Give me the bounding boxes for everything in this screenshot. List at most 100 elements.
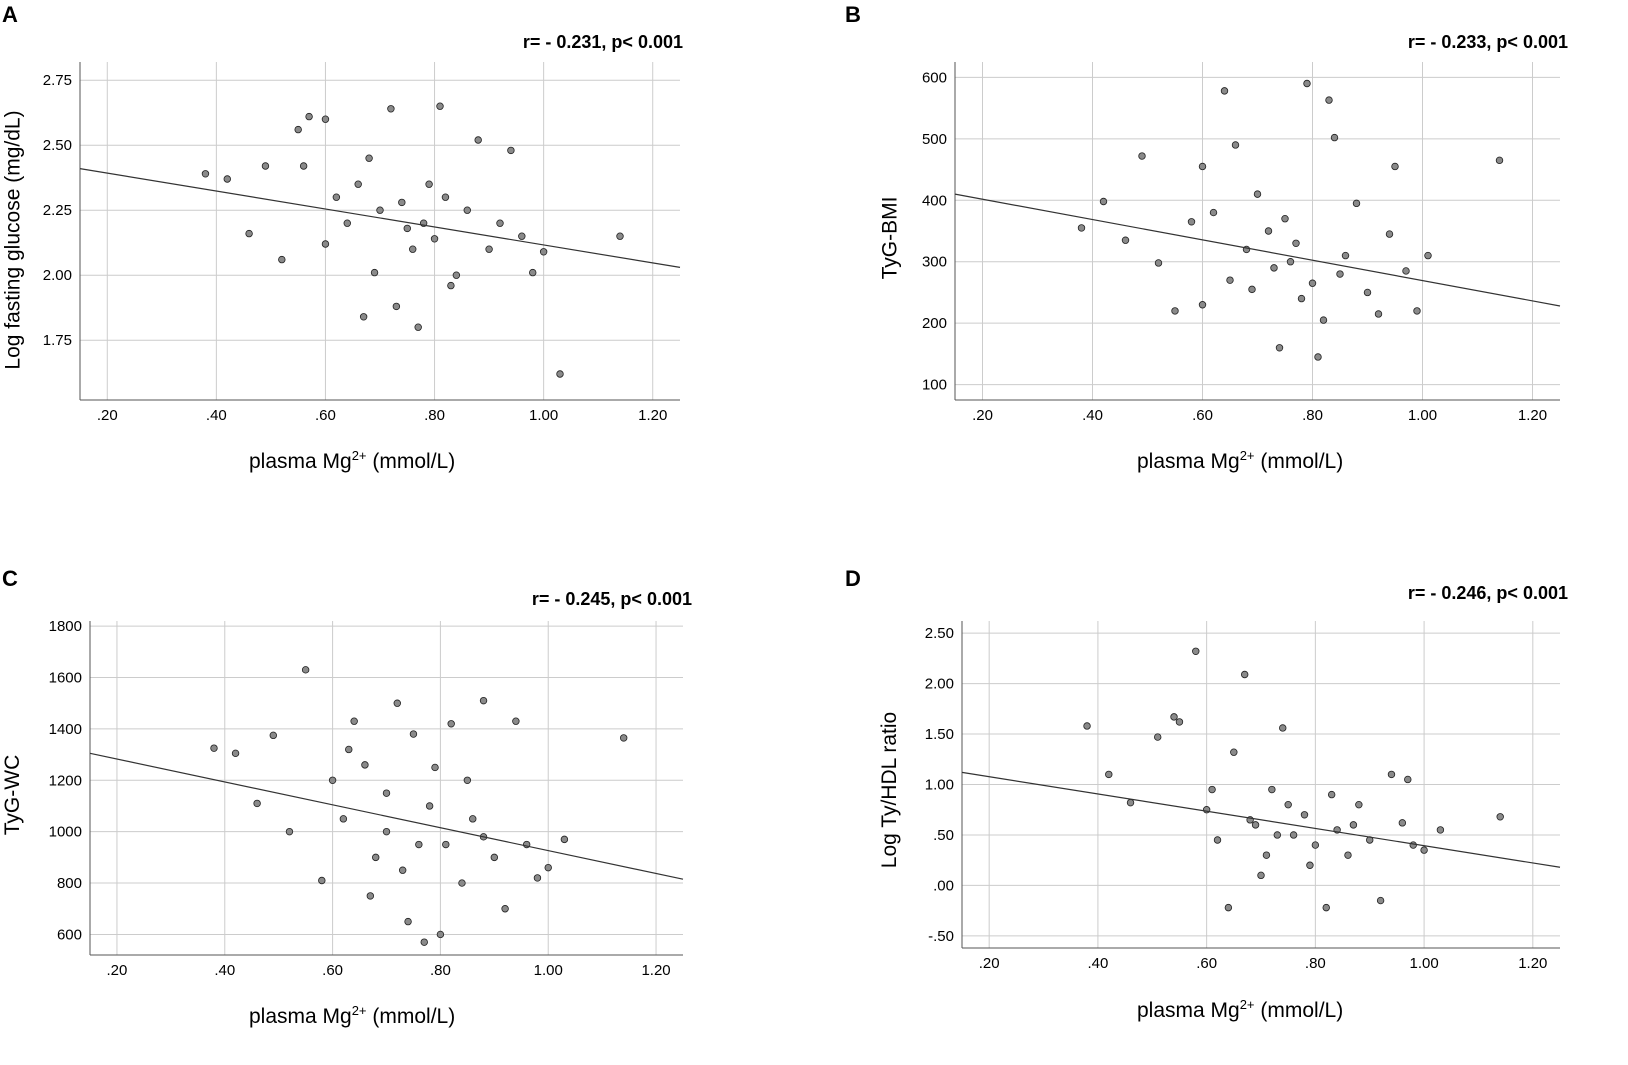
y-tick-label: 1.00	[925, 777, 954, 794]
data-point	[382, 827, 391, 836]
data-point	[485, 245, 493, 253]
data-point	[560, 835, 569, 844]
data-point	[458, 879, 466, 887]
panel-label: A	[2, 2, 18, 27]
x-axis-label-unit: (mmol/L)	[366, 450, 456, 473]
data-point	[299, 162, 308, 170]
data-point	[1099, 197, 1108, 206]
data-point	[1275, 344, 1284, 352]
x-axis-label-superscript: 2+	[1239, 997, 1255, 1012]
data-point	[261, 162, 270, 170]
x-axis-label-superscript: 2+	[1239, 448, 1255, 463]
data-point	[425, 802, 434, 810]
data-point	[294, 125, 302, 134]
data-point	[1352, 199, 1361, 208]
y-tick-label: 100	[922, 377, 947, 394]
data-point	[253, 799, 261, 808]
regression-line	[961, 771, 1561, 868]
y-tick-label: 200	[922, 315, 947, 332]
data-point	[365, 154, 373, 162]
x-tick-label: .80	[430, 962, 451, 979]
data-point	[544, 863, 552, 872]
y-tick-label: 1200	[49, 772, 82, 789]
data-point	[1398, 819, 1407, 827]
panel-label: D	[845, 566, 861, 591]
data-point	[1330, 133, 1339, 142]
x-tick-label: .80	[1305, 955, 1326, 972]
data-point	[518, 232, 526, 240]
y-tick-label: 1.75	[43, 332, 72, 349]
x-axis-label-unit: (mmol/L)	[366, 1005, 456, 1028]
panel-label: C	[2, 566, 18, 591]
data-point	[1154, 259, 1163, 267]
data-point	[278, 255, 286, 264]
plot-area	[955, 62, 1560, 400]
data-point	[1413, 307, 1421, 315]
data-point	[1126, 798, 1135, 807]
data-point	[318, 876, 326, 885]
data-point	[1264, 227, 1273, 235]
y-tick-label: -.50	[928, 928, 954, 945]
data-point	[1363, 288, 1372, 297]
data-point	[620, 734, 628, 742]
x-tick-label: .20	[972, 407, 993, 424]
data-point	[533, 874, 542, 882]
data-point	[210, 744, 218, 752]
data-point	[447, 720, 455, 728]
data-point	[556, 370, 564, 378]
data-point	[1314, 353, 1322, 361]
data-point	[420, 938, 428, 946]
x-tick-label: .60	[322, 962, 343, 979]
x-axis-label-superscript: 2+	[351, 1003, 367, 1018]
data-point	[1297, 294, 1306, 303]
y-tick-label: 2.00	[925, 676, 954, 693]
correlation-label: r= - 0.231, p< 0.001	[522, 32, 683, 52]
data-point	[1253, 190, 1262, 198]
data-point	[1231, 141, 1240, 149]
data-point	[1355, 800, 1363, 809]
data-point	[343, 219, 351, 227]
data-point	[1496, 813, 1504, 821]
data-point	[1306, 861, 1314, 869]
x-tick-label: 1.20	[1518, 407, 1547, 424]
data-point	[404, 917, 412, 926]
data-point	[1292, 239, 1300, 247]
x-axis-label-superscript: 2+	[351, 448, 367, 463]
data-point	[387, 105, 395, 113]
y-tick-label: 1800	[49, 618, 82, 635]
data-point	[1230, 748, 1238, 756]
x-tick-label: 1.20	[641, 962, 670, 979]
data-point	[1224, 903, 1233, 912]
regression-line	[89, 752, 684, 880]
data-point	[332, 193, 341, 201]
data-point	[285, 827, 294, 836]
data-point	[463, 206, 471, 214]
data-point	[479, 696, 488, 705]
data-point	[223, 175, 231, 183]
data-point	[512, 717, 520, 725]
regression-line	[79, 168, 681, 268]
data-point	[616, 232, 624, 240]
y-tick-label: 1000	[49, 824, 82, 841]
data-point	[1322, 903, 1330, 912]
data-point	[539, 248, 548, 256]
data-point	[1268, 785, 1276, 794]
correlation-label: r= - 0.246, p< 0.001	[1407, 583, 1568, 603]
data-point	[1420, 846, 1428, 854]
data-point	[382, 789, 391, 797]
x-tick-label: .80	[424, 407, 445, 424]
y-tick-label: 1400	[49, 721, 82, 738]
data-point	[231, 749, 240, 758]
plot-area	[80, 62, 680, 400]
data-point	[339, 815, 348, 823]
y-tick-label: 2.50	[925, 625, 954, 642]
data-point	[1138, 152, 1146, 160]
data-point	[398, 866, 407, 874]
regression-line	[954, 193, 1561, 307]
data-point	[1409, 841, 1417, 849]
x-tick-label: .40	[214, 962, 235, 979]
data-point	[1436, 826, 1445, 834]
data-point	[1209, 208, 1218, 217]
data-point	[431, 763, 439, 772]
